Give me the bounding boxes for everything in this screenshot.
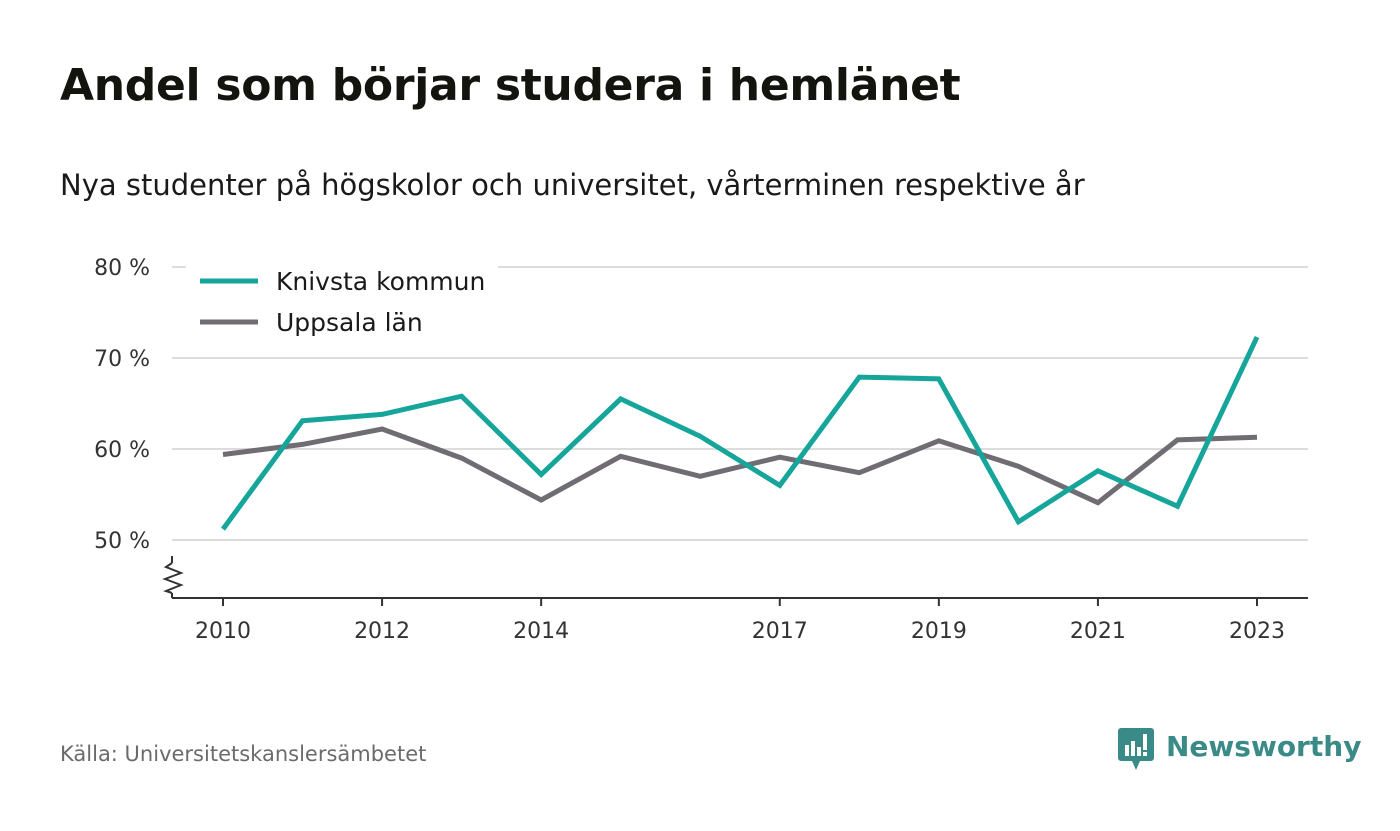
series-lines <box>220 336 1260 531</box>
newsworthy-logo: Newsworthy <box>1118 728 1361 772</box>
source-note: Källa: Universitetskanslersämbetet <box>60 742 427 766</box>
chart-title: Andel som börjar studera i hemlänet <box>60 60 961 111</box>
legend-label: Uppsala län <box>276 308 423 337</box>
brand-name: Newsworthy <box>1166 729 1362 763</box>
series-line-knivsta-kommun <box>220 336 1260 531</box>
legend: Knivsta kommun Uppsala län <box>186 258 498 348</box>
series-line-uppsala-lan <box>222 426 1258 506</box>
y-tick-label: 80 % <box>94 256 150 281</box>
x-tick-label: 2014 <box>513 619 569 644</box>
x-tick-label: 2012 <box>354 619 410 644</box>
legend-label: Knivsta kommun <box>276 267 485 296</box>
chart-subtitle: Nya studenter på högskolor och universit… <box>60 168 1085 202</box>
x-tick-label: 2021 <box>1070 619 1126 644</box>
y-tick-label: 70 % <box>94 347 150 372</box>
x-tick-label: 2017 <box>752 619 808 644</box>
axis-break-icon <box>162 562 184 594</box>
x-tick-label: 2023 <box>1229 619 1285 644</box>
y-tick-label: 50 % <box>94 529 150 554</box>
y-tick-label: 60 % <box>94 438 150 463</box>
line-chart: 50 % 60 % 70 % 80 % 2010 2012 2014 2017 2019 2021… <box>94 256 1308 644</box>
x-tick-label: 2019 <box>911 619 967 644</box>
newsworthy-logo-icon <box>1118 728 1154 770</box>
x-tick-label: 2010 <box>195 619 251 644</box>
legend-background <box>186 258 498 348</box>
axes: 50 % 60 % 70 % 80 % 2010 2012 2014 2017 2019 2021… <box>94 256 1308 644</box>
